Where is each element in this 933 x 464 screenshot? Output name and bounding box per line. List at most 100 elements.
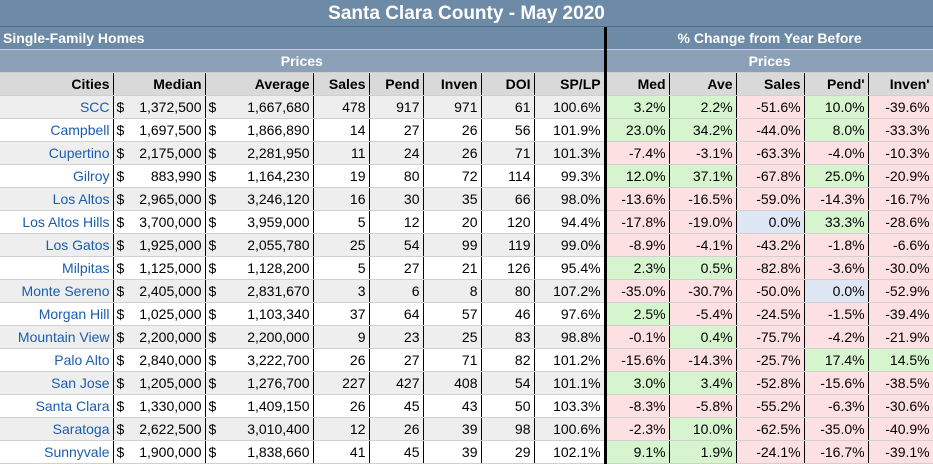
cell-inven: 8 [423, 279, 482, 303]
cell-splp: 97.6% [534, 302, 607, 326]
cell-median: $1,697,500 [113, 118, 206, 142]
cell-pend: 6 [369, 279, 424, 303]
cell-pend-change: -1.8% [804, 233, 869, 257]
cell-ave-change: 10.0% [669, 417, 737, 441]
cell-doi: 120 [481, 210, 535, 234]
table-row: Sunnyvale $1,900,000 $1,838,660 41 45 39 29 102… [0, 440, 933, 464]
cell-median: $3,700,000 [113, 210, 206, 234]
cell-city[interactable]: Milpitas [0, 256, 114, 280]
cell-pend-change: -1.5% [804, 302, 869, 326]
cell-city[interactable]: Los Altos Hills [0, 210, 114, 234]
cell-sales-change: -43.2% [736, 233, 805, 257]
currency-symbol: $ [208, 329, 217, 345]
cell-city[interactable]: Santa Clara [0, 394, 114, 418]
cell-inven: 39 [423, 440, 482, 464]
cell-inven-change: -39.1% [868, 440, 933, 464]
cell-pend-change: -14.3% [804, 187, 869, 211]
cell-city[interactable]: Morgan Hill [0, 302, 114, 326]
cell-city[interactable]: Palo Alto [0, 348, 114, 372]
cell-sales-change: 0.0% [736, 210, 805, 234]
cell-splp: 100.6% [534, 95, 607, 119]
cell-pend-change: 0.0% [804, 279, 869, 303]
cell-med-change: -8.3% [605, 394, 670, 418]
cell-pend: 45 [369, 394, 424, 418]
cell-pend-change: -6.3% [804, 394, 869, 418]
cell-city[interactable]: Los Altos [0, 187, 114, 211]
cell-average: $1,866,890 [205, 118, 314, 142]
cell-city[interactable]: Cupertino [0, 141, 114, 165]
col-header-inven-change: Inven' [868, 72, 933, 96]
cell-med-change: 12.0% [605, 164, 670, 188]
cell-inven-change: -10.3% [868, 141, 933, 165]
cell-ave-change: -14.3% [669, 348, 737, 372]
cell-inven-change: -20.9% [868, 164, 933, 188]
amount: 3,700,000 [139, 214, 202, 230]
cell-ave-change: 37.1% [669, 164, 737, 188]
currency-symbol: $ [116, 214, 125, 230]
cell-splp: 101.3% [534, 141, 607, 165]
cell-pend: 45 [369, 440, 424, 464]
amount: 2,200,000 [139, 329, 202, 345]
cell-splp: 101.1% [534, 371, 607, 395]
prices-label-row: Prices Prices [0, 49, 933, 73]
cell-med-change: -8.9% [605, 233, 670, 257]
amount: 2,055,780 [247, 237, 310, 253]
cell-pend: 80 [369, 164, 424, 188]
cell-pend: 12 [369, 210, 424, 234]
cell-ave-change: 1.9% [669, 440, 737, 464]
cell-splp: 107.2% [534, 279, 607, 303]
currency-symbol: $ [116, 375, 125, 391]
cell-inven: 26 [423, 118, 482, 142]
amount: 1,164,230 [247, 168, 310, 184]
table-body: SCC $1,372,500 $1,667,680 478 917 971 61 100.6%… [0, 95, 933, 464]
cell-city[interactable]: Monte Sereno [0, 279, 114, 303]
cell-pend: 27 [369, 256, 424, 280]
col-header-sales: Sales [313, 72, 370, 96]
cell-sales: 16 [313, 187, 370, 211]
cell-average: $3,010,400 [205, 417, 314, 441]
cell-sales-change: -44.0% [736, 118, 805, 142]
cell-splp: 99.3% [534, 164, 607, 188]
table-row: Los Gatos $1,925,000 $2,055,780 25 54 99 119 99… [0, 233, 933, 257]
cell-pend-change: -3.6% [804, 256, 869, 280]
cell-city[interactable]: San Jose [0, 371, 114, 395]
cell-city[interactable]: Saratoga [0, 417, 114, 441]
amount: 1,372,500 [139, 99, 202, 115]
currency-symbol: $ [116, 168, 125, 184]
currency-symbol: $ [208, 145, 217, 161]
cell-median: $1,330,000 [113, 394, 206, 418]
cell-median: $1,205,000 [113, 371, 206, 395]
currency-symbol: $ [208, 214, 217, 230]
table-row: Gilroy $883,990 $1,164,230 19 80 72 114 99.3% 12… [0, 164, 933, 188]
cell-sales-change: -75.7% [736, 325, 805, 349]
amount: 2,281,950 [247, 145, 310, 161]
cell-pend: 27 [369, 118, 424, 142]
cell-med-change: -7.4% [605, 141, 670, 165]
table-row: Cupertino $2,175,000 $2,281,950 11 24 26 71 101… [0, 141, 933, 165]
cell-inven-change: 14.5% [868, 348, 933, 372]
currency-symbol: $ [208, 260, 217, 276]
cell-inven: 408 [423, 371, 482, 395]
cell-city[interactable]: Los Gatos [0, 233, 114, 257]
cell-city[interactable]: SCC [0, 95, 114, 119]
cell-doi: 83 [481, 325, 535, 349]
cell-ave-change: -4.1% [669, 233, 737, 257]
cell-inven: 39 [423, 417, 482, 441]
cell-doi: 54 [481, 371, 535, 395]
cell-splp: 103.3% [534, 394, 607, 418]
cell-city[interactable]: Campbell [0, 118, 114, 142]
amount: 2,405,000 [139, 283, 202, 299]
cell-city[interactable]: Sunnyvale [0, 440, 114, 464]
cell-pend: 64 [369, 302, 424, 326]
cell-sales-change: -25.7% [736, 348, 805, 372]
cell-median: $1,372,500 [113, 95, 206, 119]
cell-sales: 25 [313, 233, 370, 257]
cell-splp: 101.9% [534, 118, 607, 142]
cell-inven: 25 [423, 325, 482, 349]
cell-pend-change: 17.4% [804, 348, 869, 372]
currency-symbol: $ [116, 99, 125, 115]
cell-city[interactable]: Gilroy [0, 164, 114, 188]
cell-splp: 98.8% [534, 325, 607, 349]
cell-city[interactable]: Mountain View [0, 325, 114, 349]
currency-symbol: $ [208, 99, 217, 115]
